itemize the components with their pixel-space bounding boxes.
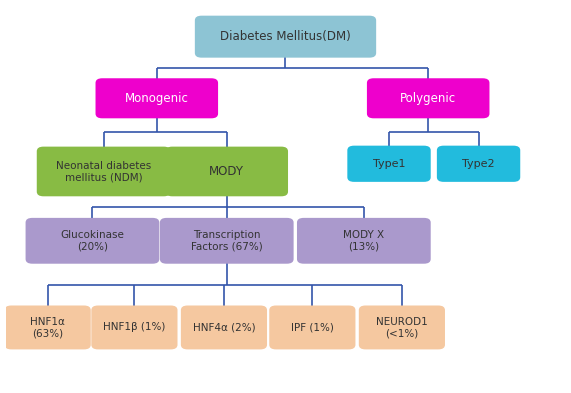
FancyBboxPatch shape (437, 146, 520, 182)
FancyBboxPatch shape (297, 218, 431, 264)
FancyBboxPatch shape (166, 147, 288, 196)
Text: Type2: Type2 (463, 159, 495, 169)
Text: MODY: MODY (209, 165, 244, 178)
FancyBboxPatch shape (91, 305, 178, 349)
Text: IPF (1%): IPF (1%) (291, 322, 334, 332)
Text: HNF1α
(63%): HNF1α (63%) (30, 317, 65, 338)
FancyBboxPatch shape (270, 305, 355, 349)
Text: Polygenic: Polygenic (400, 92, 456, 105)
FancyBboxPatch shape (37, 147, 171, 196)
FancyBboxPatch shape (367, 78, 489, 118)
Text: Glucokinase
(20%): Glucokinase (20%) (61, 230, 124, 252)
Text: HNF1β (1%): HNF1β (1%) (103, 322, 166, 332)
FancyBboxPatch shape (195, 16, 376, 58)
FancyBboxPatch shape (359, 305, 445, 349)
Text: Neonatal diabetes
mellitus (NDM): Neonatal diabetes mellitus (NDM) (56, 161, 151, 182)
FancyBboxPatch shape (347, 146, 431, 182)
Text: Monogenic: Monogenic (125, 92, 189, 105)
Text: HNF4α (2%): HNF4α (2%) (192, 322, 255, 332)
Text: Transcription
Factors (67%): Transcription Factors (67%) (191, 230, 263, 252)
Text: NEUROD1
(<1%): NEUROD1 (<1%) (376, 317, 428, 338)
FancyBboxPatch shape (160, 218, 293, 264)
Text: MODY X
(13%): MODY X (13%) (343, 230, 384, 252)
FancyBboxPatch shape (5, 305, 91, 349)
FancyBboxPatch shape (95, 78, 218, 118)
Text: Diabetes Mellitus(DM): Diabetes Mellitus(DM) (220, 30, 351, 43)
FancyBboxPatch shape (181, 305, 267, 349)
Text: Type1: Type1 (373, 159, 405, 169)
FancyBboxPatch shape (26, 218, 159, 264)
